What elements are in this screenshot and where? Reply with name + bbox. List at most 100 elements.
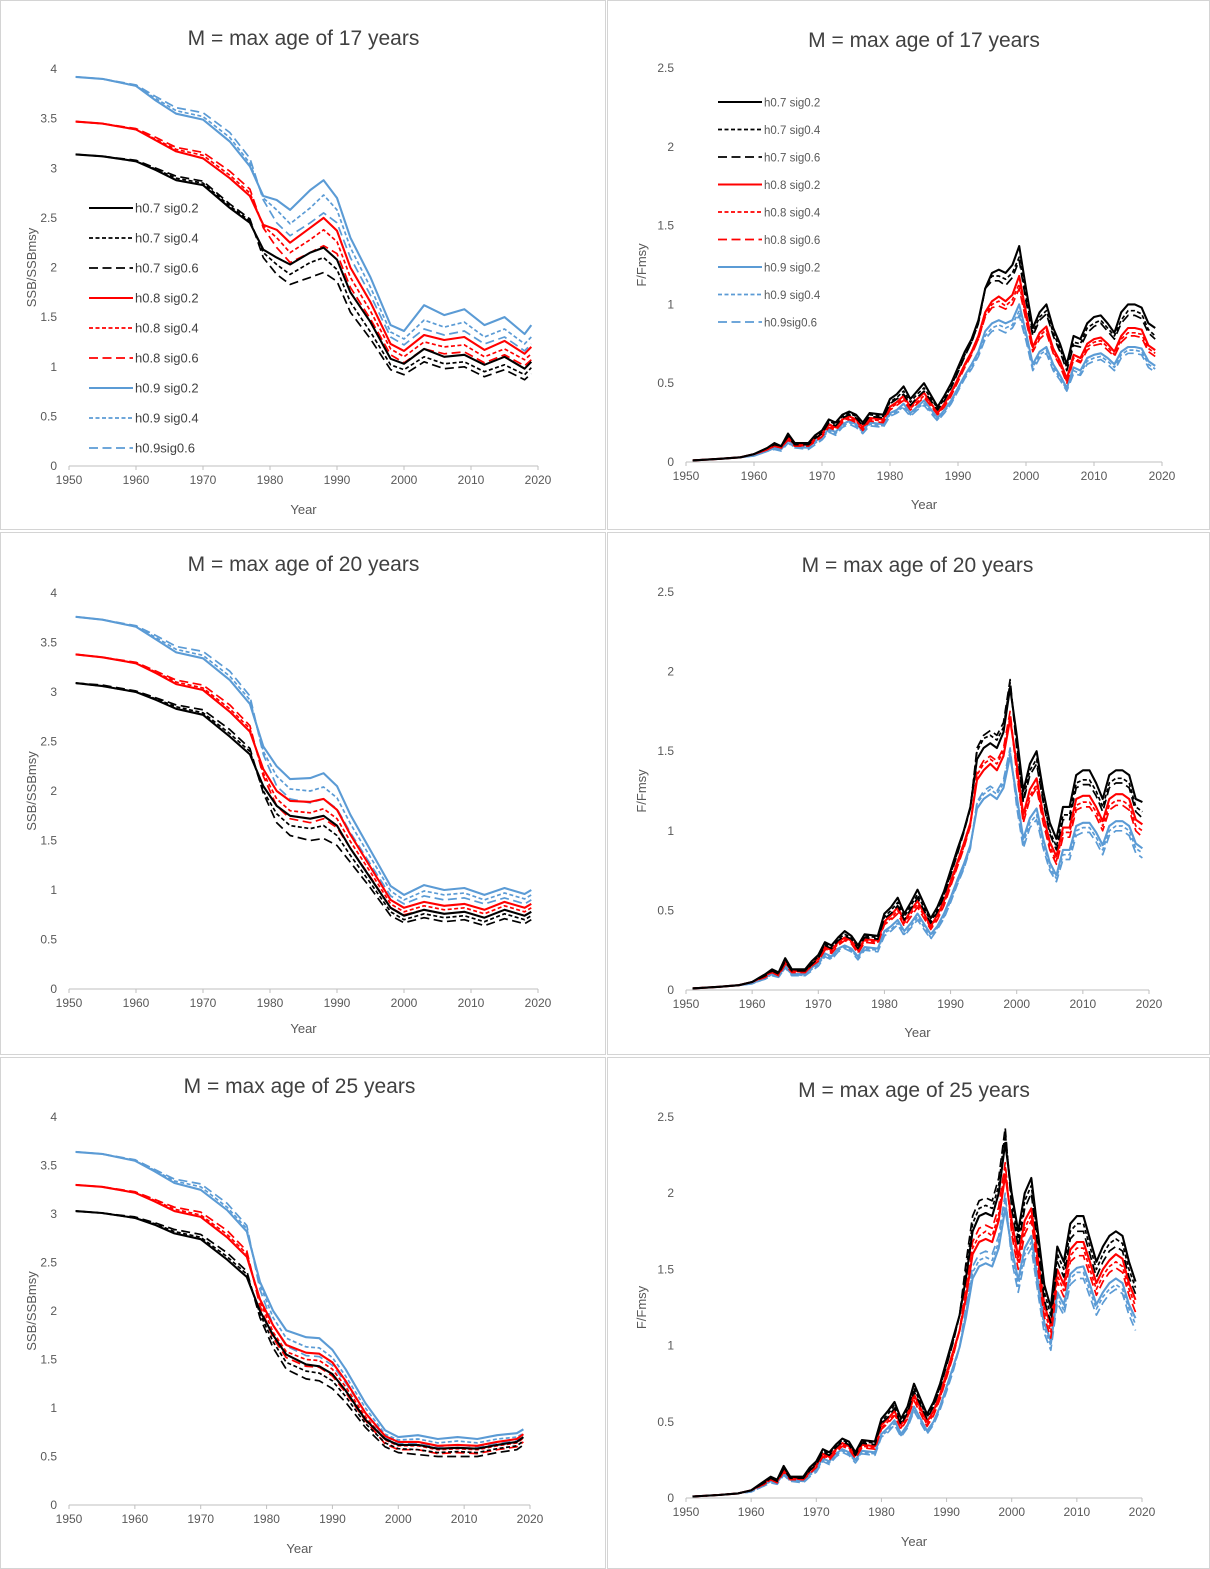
x-tick-label: 1950 [56,1512,83,1526]
x-tick-label: 1980 [253,1512,280,1526]
y-tick-label: 4 [50,1110,57,1124]
series-line-h0-7-sig0-2 [75,1210,525,1450]
series-line-h0-8-sig0-2 [75,120,533,355]
y-tick-label: 1.5 [657,219,674,233]
chart-title: M = max age of 17 years [188,27,420,50]
y-tick-label: 3.5 [40,1159,57,1173]
y-tick-label: 2 [50,1304,57,1318]
legend-entry-label: h0.8 sig0.2 [135,291,199,306]
y-tick-label: 1.5 [40,834,57,848]
series-line-h0-8-sig0-2 [692,274,1156,462]
series-line-h0-7-sig0-6 [692,1126,1137,1498]
chart-title: M = max age of 20 years [802,554,1034,577]
x-tick-label: 2020 [525,996,552,1010]
y-tick-label: 2.5 [40,1256,57,1270]
chart-svg: M = max age of 20 years 0 0.5 1 1.5 2 2.5 1950 1… [634,554,1163,1040]
y-tick-label: 2.5 [657,61,674,75]
chart-svg: M = max age of 20 years 0 0.5 1 1.5 2 2.5 3 3.5 4… [24,553,552,1036]
y-tick-label: 3 [50,161,57,175]
series-line-h0-8-sig0-4 [692,715,1143,990]
series-line-h0-7-sig0-2 [75,682,532,919]
x-tick-label: 1950 [673,469,700,483]
series-line-h0-9-sig0-2 [75,615,532,896]
x-tick-label: 1950 [56,473,83,487]
series-line-h0-7-sig0-4 [75,1210,524,1454]
series-line-h0-9-sig0-2 [75,1150,524,1441]
y-tick-label: 1 [50,1401,57,1415]
legend-entry-label: h0.9 sig0.4 [764,290,821,302]
legend-entry-label: h0.8 sig0.2 [764,180,820,192]
series-line-h0-8-sig0-2 [692,718,1144,990]
y-tick-label: 0 [50,1498,57,1512]
y-tick-label: 0.5 [657,376,674,390]
x-tick-label: 2000 [391,996,418,1010]
legend-entry-label: h0.8 sig0.4 [135,321,199,336]
legend: h0.7 sig0.2 h0.7 sig0.4 h0.7 sig0.6 h0.8 si… [89,201,199,456]
series-line-h0-7-sig0-2 [692,245,1156,462]
x-tick-label: 1980 [868,1505,895,1519]
x-tick-label: 2020 [517,1512,544,1526]
x-tick-label: 1980 [257,473,284,487]
x-tick-label: 1950 [56,996,83,1010]
y-tick-label: 1.5 [40,310,57,324]
chart-panel-2: M = max age of 17 years 0 0.5 1 1.5 2 2.5 1950 1… [607,0,1210,530]
y-tick-label: 0.5 [40,409,57,423]
x-tick-label: 1960 [739,997,766,1011]
series-line-h0-9sig0-6 [75,615,532,905]
chart-title: M = max age of 20 years [188,553,420,576]
legend-entry-label: h0.8 sig0.4 [764,208,821,220]
series-line-h0-7-sig0-2 [75,153,533,370]
legend-entry-label: h0.7 sig0.6 [764,153,820,165]
x-tick-label: 1960 [123,996,150,1010]
y-tick-label: 3 [50,685,57,699]
x-tick-label: 1980 [877,469,904,483]
y-tick-label: 0 [667,1491,674,1505]
x-tick-label: 2010 [1070,997,1097,1011]
series-line-h0-7-sig0-2 [692,1141,1137,1498]
series-line-h0-8-sig0-4 [692,283,1156,462]
x-tick-label: 2010 [451,1512,478,1526]
series-line-h0-9-sig0-4 [75,76,532,345]
series-line-h0-8-sig0-4 [75,1184,524,1451]
chart-panel-1: M = max age of 17 years 0 0.5 1 1.5 2 2.5 3 3.5 4… [0,0,606,530]
y-tick-label: 2 [50,261,57,275]
legend-entry-label: h0.7 sig0.4 [764,125,821,137]
series-line-h0-8-sig0-6 [692,287,1156,462]
y-tick-label: 0.5 [40,1450,57,1464]
series-line-h0-9-sig0-4 [75,615,532,901]
x-tick-label: 1970 [187,1512,214,1526]
y-tick-label: 0 [50,459,57,473]
series-line-h0-8-sig0-6 [75,1184,524,1455]
x-tick-label: 2000 [1003,997,1030,1011]
series-line-h0-8-sig0-6 [75,120,532,367]
x-tick-label: 1970 [809,469,836,483]
series-line-h0-8-sig0-6 [692,710,1143,990]
series-line-h0-7-sig0-6 [75,682,532,927]
y-tick-label: 1 [667,824,674,838]
series-line-h0-8-sig0-4 [692,1164,1137,1498]
x-tick-label: 1970 [190,996,217,1010]
legend-entry-label: h0.7 sig0.4 [135,231,199,246]
x-axis-label: Year [290,1021,317,1036]
series-line-h0-7-sig0-4 [75,682,532,923]
chart-svg: M = max age of 17 years 0 0.5 1 1.5 2 2.5 1950 1… [634,29,1176,512]
x-tick-label: 1960 [122,1512,149,1526]
y-tick-label: 2.5 [657,585,674,599]
x-tick-label: 1980 [257,996,284,1010]
y-tick-label: 3.5 [40,112,57,126]
series-line-h0-7-sig0-6 [75,1210,524,1458]
y-tick-label: 1 [50,360,57,374]
y-tick-label: 1 [667,297,674,311]
legend-entry-label: h0.9 sig0.4 [135,411,199,426]
x-axis-label: Year [286,1541,313,1556]
y-tick-label: 0 [667,983,674,997]
series-line-h0-9-sig0-4 [75,1151,524,1444]
x-tick-label: 2020 [1149,469,1176,483]
y-tick-label: 1.5 [657,1262,674,1276]
x-axis-label: Year [290,502,317,517]
y-axis-label: F/Fmsy [634,1285,649,1329]
x-tick-label: 1970 [190,473,217,487]
x-tick-label: 2010 [458,996,485,1010]
x-tick-label: 1990 [319,1512,346,1526]
y-axis-label: SSB/SSBmsy [24,227,39,307]
